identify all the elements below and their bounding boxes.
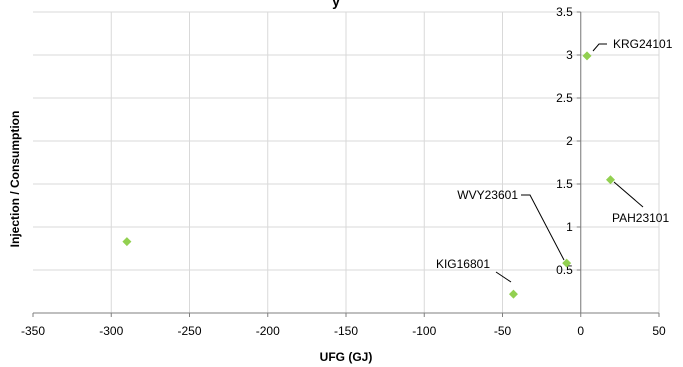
annotation-leader-line <box>592 43 607 52</box>
y-tick-label: 1 <box>566 220 573 234</box>
data-points <box>122 51 615 299</box>
grid-layer <box>33 11 660 313</box>
point-annotation-label: KIG16801 <box>436 257 490 271</box>
y-tick-label: 2.5 <box>556 91 573 105</box>
annotation-leaders <box>495 43 644 283</box>
y-tick-label: 1.5 <box>556 177 573 191</box>
x-tick-label: -50 <box>494 324 512 338</box>
x-tick-label: -300 <box>99 324 123 338</box>
data-point <box>605 175 615 185</box>
x-tick-label: -100 <box>412 324 436 338</box>
point-annotation-label: KRG24101 <box>613 37 673 51</box>
annotation-leader-line <box>521 194 565 261</box>
x-tick-label: -200 <box>256 324 280 338</box>
x-tick-labels: -350 -300 -250 -200 -150 -100 -50 0 50 <box>21 324 666 338</box>
annotation-labels: KIG16801 WVY23601 KRG24101 PAH23101 <box>436 37 673 271</box>
data-point <box>582 51 592 61</box>
x-axis-title: UFG (GJ) <box>320 350 373 364</box>
y-tick-label: 2 <box>566 134 573 148</box>
annotation-leader-line <box>613 181 644 208</box>
x-tick-label: -250 <box>177 324 201 338</box>
y-tick-label: 0.5 <box>556 263 573 277</box>
x-tick-label: -150 <box>334 324 358 338</box>
y-tick-labels: 0.5 1 1.5 2 2.5 3 3.5 <box>556 5 573 277</box>
y-tick-label: 3 <box>566 48 573 62</box>
point-annotation-label: PAH23101 <box>612 211 669 225</box>
data-point <box>562 258 572 268</box>
point-annotation-label: WVY23601 <box>457 188 518 202</box>
annotation-leader-line <box>495 271 512 283</box>
y-tick-label: 3.5 <box>556 5 573 19</box>
x-tick-label: 0 <box>577 324 584 338</box>
axis-layer <box>32 11 660 317</box>
data-point <box>508 289 518 299</box>
y-axis-title: Injection / Consumption <box>8 111 22 248</box>
x-tick-label: 50 <box>652 324 666 338</box>
x-tick-label: -350 <box>21 324 45 338</box>
chart-title-fragment: y <box>332 0 340 9</box>
data-point <box>122 237 132 247</box>
